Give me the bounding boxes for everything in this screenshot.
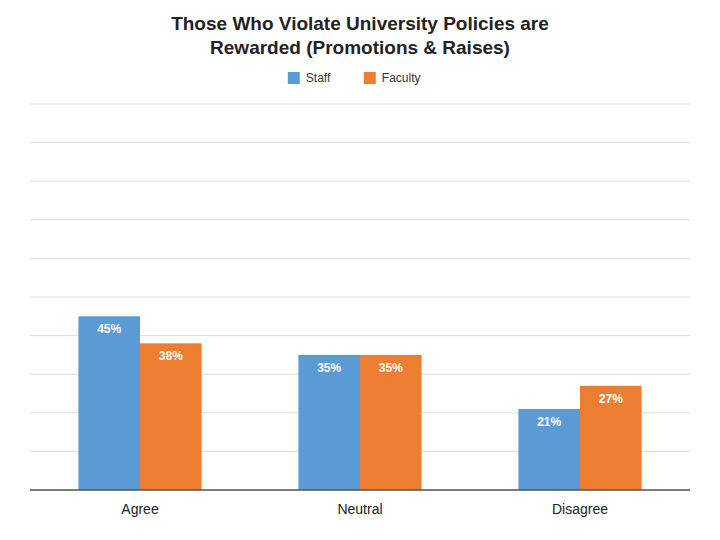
bars — [78, 316, 641, 490]
grid-line — [30, 104, 690, 105]
grid — [30, 104, 690, 490]
x-tick-label: Neutral — [337, 501, 382, 517]
data-label: 45% — [97, 322, 121, 336]
background — [0, 0, 720, 540]
legend-swatch — [288, 72, 300, 84]
grid-line — [30, 297, 690, 298]
bar — [360, 355, 422, 490]
grid-line — [30, 490, 690, 491]
legend: Staff Faculty — [288, 71, 421, 85]
data-label: 35% — [317, 361, 341, 375]
title-line: Rewarded (Promotions & Raises) — [210, 37, 510, 58]
data-labels: 45% 35% 21% 38% 35% 27% — [97, 322, 623, 429]
legend-label: Staff — [306, 71, 331, 85]
grid-line — [30, 142, 690, 143]
x-axis-line — [30, 489, 690, 491]
bar — [518, 409, 580, 490]
grid-line — [30, 181, 690, 182]
bar — [298, 355, 360, 490]
grid-line — [30, 219, 690, 220]
x-tick-label: Agree — [121, 501, 159, 517]
chart-container: Those Who Violate University Policies ar… — [0, 0, 720, 540]
data-label: 21% — [537, 415, 561, 429]
legend-item: Faculty — [364, 71, 421, 85]
data-label: 38% — [159, 349, 183, 363]
chart-svg: Those Who Violate University Policies ar… — [0, 0, 720, 540]
x-tick-label: Disagree — [552, 501, 608, 517]
page: {"chart_data": {"type": "bar", "title": … — [0, 0, 720, 540]
data-label: 27% — [599, 392, 623, 406]
bar — [140, 343, 202, 490]
bar — [78, 316, 140, 490]
bar — [580, 386, 642, 490]
legend-label: Faculty — [382, 71, 421, 85]
legend-swatch — [364, 72, 376, 84]
title-line: Those Who Violate University Policies ar… — [171, 13, 549, 34]
grid-line — [30, 258, 690, 259]
data-label: 35% — [379, 361, 403, 375]
x-axis: Agree Neutral Disagree — [30, 490, 690, 517]
legend-item: Staff — [288, 71, 331, 85]
title: Those Who Violate University Policies ar… — [171, 13, 549, 58]
